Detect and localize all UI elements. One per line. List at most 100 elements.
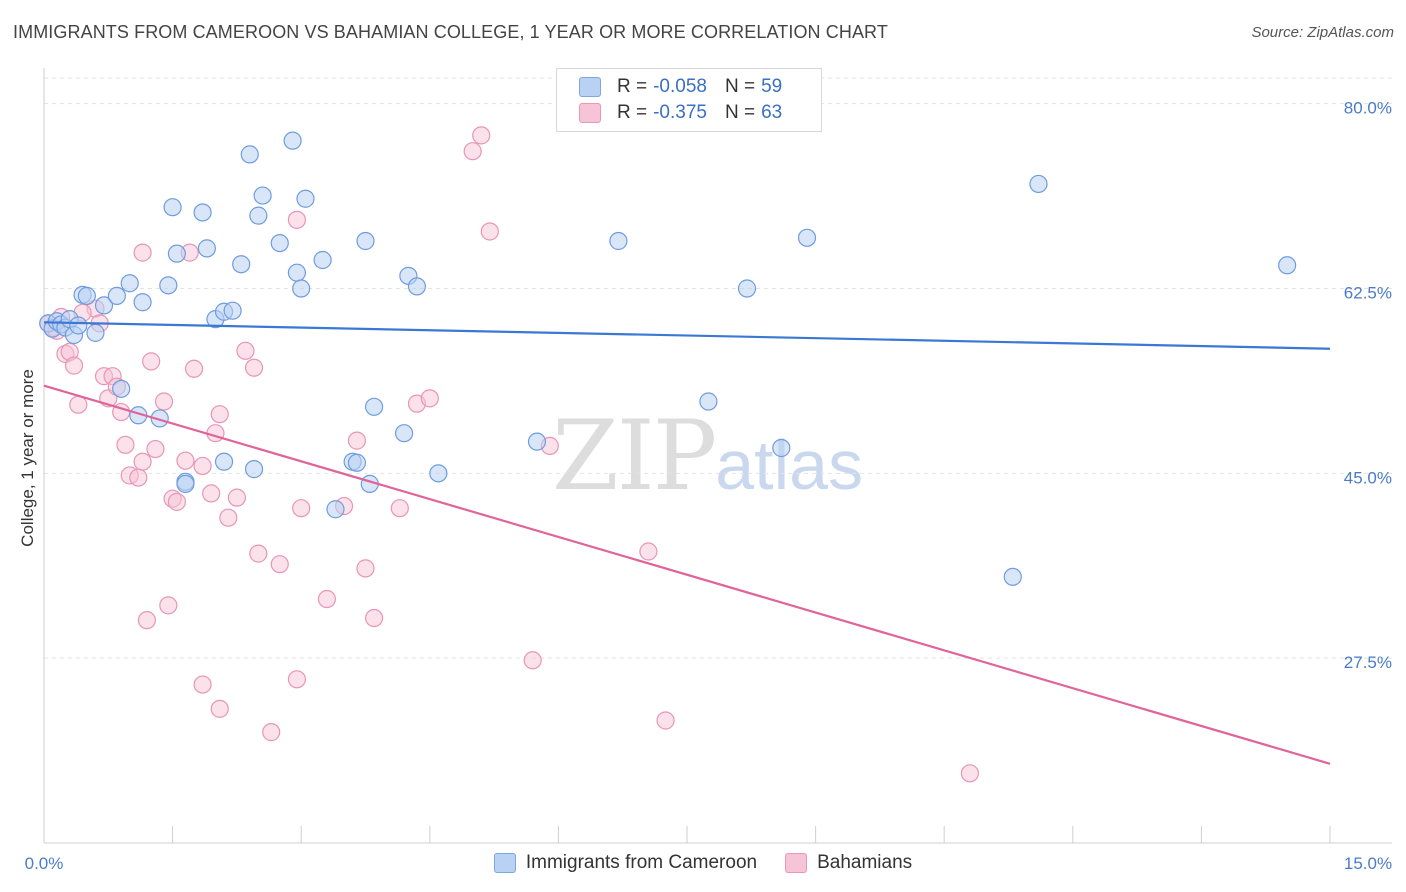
cameroon-point [249,206,268,225]
bahamians-point [472,126,491,145]
bahamians-point [142,352,161,371]
cameroon-point [163,198,182,217]
bahamians-point [193,675,212,694]
legend-r-label: R = [617,102,648,123]
cameroon-point [609,231,628,251]
legend-n-value: 63 [761,102,783,123]
cameroon-point [253,186,272,205]
legend-label-bahamians: Bahamians [817,852,913,873]
bahamians-point [129,468,148,487]
cameroon-point [120,274,139,293]
cameroon-point [159,276,178,295]
bahamians-point [480,222,499,241]
legend-swatch-blue [579,77,601,97]
bahamians-point [639,542,658,561]
legend-item-cameroon[interactable]: Immigrants from Cameroon [493,852,758,874]
legend-label-cameroon: Immigrants from Cameroon [525,852,758,873]
cameroon-point [223,301,242,320]
cameroon-point [270,233,289,253]
cameroon-point [347,453,367,472]
bahamians-point [202,484,221,503]
y-axis-label: College, 1 year or more [18,369,37,547]
legend-n-label: N = [724,102,756,123]
cameroon-point [167,244,186,263]
y-tick-label: 27.5% [1344,653,1392,672]
bahamians-point [227,488,246,507]
bahamians-point [133,243,152,262]
bahamians-point [287,210,307,229]
cameroon-point [407,277,427,296]
bahamians-point [262,723,281,742]
cameroon-points [39,131,1297,586]
bahamians-point [184,359,204,378]
cameroon-point [94,296,114,315]
zipatlas-watermark: ZIPatlas [552,400,863,512]
bahamians-point [146,439,165,459]
bahamians-trend-line [43,384,1331,765]
bahamians-point [292,499,311,518]
bahamians-point [154,392,174,411]
cameroon-point [150,409,169,428]
correlation-legend: R = -0.058 N = 59 R = -0.375 N = 63 [556,68,822,132]
axes [43,68,1392,844]
bahamians-point [463,142,482,161]
trend-lines [43,321,1331,765]
cameroon-point [197,239,216,258]
bahamians-point [390,499,409,518]
bahamians-point [167,492,186,511]
cameroon-point [364,397,384,416]
cameroon-trend-line [43,321,1331,350]
cameroon-point [1003,567,1022,586]
bahamians-point [116,435,135,454]
cameroon-point [240,145,259,164]
cameroon-point [176,474,195,494]
cameroon-point [283,131,302,150]
cameroon-point [112,379,131,398]
watermark-zip: ZIP [552,400,717,512]
bahamians-point [219,508,238,527]
cameroon-point [107,286,126,306]
axis-labels: 80.0% 62.5% 45.0% 27.5% 0.0% 15.0% College, 1 … [18,99,1392,873]
bahamians-point [656,711,675,730]
cameroon-point [394,424,414,443]
bahamians-point [69,395,88,414]
series-legend: Immigrants from Cameroon Bahamians [0,852,1406,874]
y-tick-label: 80.0% [1344,99,1392,118]
bahamians-point [193,456,212,476]
cameroon-point [133,293,152,312]
chart-title: IMMIGRANTS FROM CAMEROON VS BAHAMIAN COL… [13,22,888,42]
bahamians-point [176,451,195,470]
y-tick-label: 62.5% [1344,284,1392,303]
cameroon-point [356,231,375,251]
bahamians-point [960,764,980,783]
legend-item-bahamians[interactable]: Bahamians [785,852,912,874]
cameroon-point [214,452,234,471]
bahamians-point [236,341,255,360]
cameroon-point [296,189,315,208]
bahamians-point [159,596,178,615]
cameroon-point [86,323,105,342]
y-tick-label: 45.0% [1344,468,1392,487]
legend-swatch-pink [785,853,808,873]
bahamians-point [210,405,229,424]
watermark-atlas: atlas [715,426,864,504]
bahamians-point [287,670,307,689]
x-tick-label-min: 0.0% [25,854,64,873]
bahamians-point [364,608,384,628]
legend-swatch-blue [493,853,516,873]
cameroon-point [69,316,88,335]
cameroon-point [292,279,311,298]
cameroon-point [232,255,251,274]
legend-r-label: R = [617,76,648,97]
cameroon-point [429,464,448,483]
bahamians-point [420,389,439,408]
bahamians-point [133,452,152,471]
bahamians-point [137,611,156,630]
bahamians-point [270,555,289,574]
cameroon-point [737,279,757,298]
cameroon-point [244,460,264,479]
cameroon-point [287,263,307,282]
cameroon-point [527,432,547,451]
bahamians-point [249,544,268,563]
